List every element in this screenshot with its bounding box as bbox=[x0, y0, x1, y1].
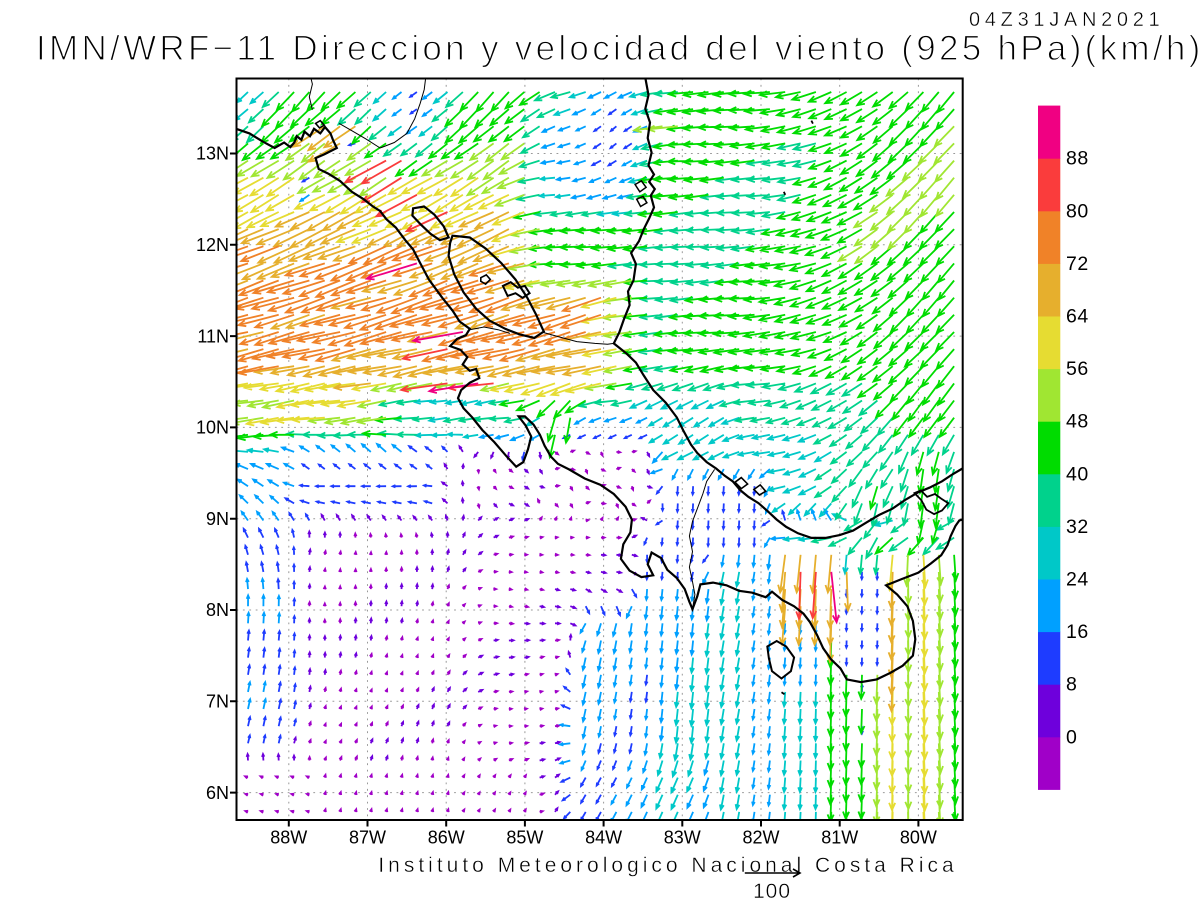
svg-text:24: 24 bbox=[1066, 569, 1089, 591]
svg-text:85W: 85W bbox=[506, 828, 543, 848]
svg-text:48: 48 bbox=[1066, 411, 1089, 433]
svg-text:11N: 11N bbox=[197, 326, 229, 346]
svg-text:6N: 6N bbox=[206, 783, 229, 803]
svg-text:86W: 86W bbox=[428, 828, 465, 848]
svg-text:13N: 13N bbox=[196, 144, 229, 164]
svg-text:10N: 10N bbox=[196, 418, 229, 438]
svg-text:12N: 12N bbox=[196, 235, 229, 255]
svg-text:81W: 81W bbox=[821, 828, 858, 848]
svg-text:80: 80 bbox=[1066, 200, 1089, 222]
svg-text:8: 8 bbox=[1066, 674, 1077, 696]
svg-text:7N: 7N bbox=[206, 692, 229, 712]
svg-text:Instituto Meteorologico Nacion: Instituto Meteorologico Nacional Costa R… bbox=[378, 854, 957, 877]
svg-text:72: 72 bbox=[1066, 253, 1089, 275]
svg-text:100: 100 bbox=[753, 880, 791, 900]
svg-text:80W: 80W bbox=[900, 828, 937, 848]
svg-text:40: 40 bbox=[1066, 463, 1089, 485]
svg-text:88: 88 bbox=[1066, 148, 1089, 170]
svg-text:84W: 84W bbox=[585, 828, 622, 848]
svg-text:9N: 9N bbox=[206, 509, 229, 529]
svg-text:32: 32 bbox=[1066, 516, 1089, 538]
svg-text:16: 16 bbox=[1066, 621, 1089, 643]
svg-text:87W: 87W bbox=[349, 828, 386, 848]
svg-text:88W: 88W bbox=[270, 828, 307, 848]
svg-text:IMN/WRF−11 Direccion y velocid: IMN/WRF−11 Direccion y velocidad del vie… bbox=[36, 29, 1200, 68]
svg-text:64: 64 bbox=[1066, 306, 1089, 328]
svg-text:04Z31JAN2021: 04Z31JAN2021 bbox=[969, 9, 1164, 31]
svg-text:8N: 8N bbox=[206, 600, 229, 620]
svg-text:82W: 82W bbox=[742, 828, 779, 848]
svg-text:56: 56 bbox=[1066, 358, 1089, 380]
svg-text:0: 0 bbox=[1066, 726, 1077, 748]
svg-text:83W: 83W bbox=[664, 828, 701, 848]
